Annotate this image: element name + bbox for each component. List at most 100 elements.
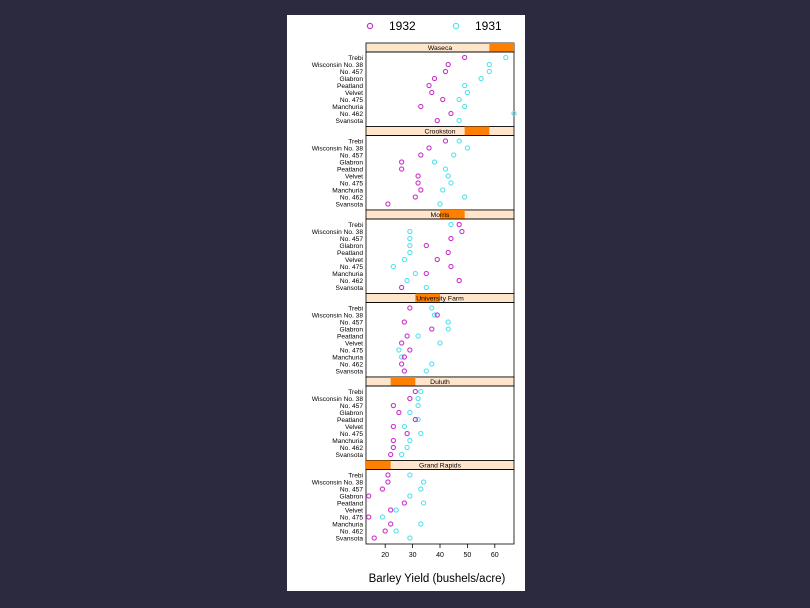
variety-label: No. 457	[340, 69, 363, 76]
variety-label: Wisconsin No. 38	[312, 396, 364, 403]
point-1931	[393, 507, 399, 513]
point-1932	[398, 361, 405, 367]
variety-label: Peatland	[337, 500, 363, 507]
variety-label: Velvet	[345, 424, 363, 431]
variety-label: Glabron	[340, 410, 364, 417]
point-1931	[407, 228, 413, 235]
variety-label: No. 457	[340, 486, 363, 493]
variety-label: Velvet	[345, 173, 363, 180]
point-1932	[401, 319, 408, 325]
point-1932	[388, 451, 394, 458]
point-1932	[456, 277, 462, 284]
point-1932	[415, 173, 421, 179]
variety-label: Wisconsin No. 38	[312, 62, 364, 69]
variety-label: Svansota	[336, 368, 364, 375]
point-1932	[412, 194, 418, 200]
point-1932	[440, 96, 446, 103]
strip-label-morris: Morris	[431, 212, 450, 219]
point-1932	[404, 430, 410, 437]
point-1931	[401, 423, 408, 430]
variety-label: No. 457	[340, 403, 363, 410]
variety-label: Peatland	[337, 333, 363, 340]
variety-label: No. 475	[340, 97, 363, 104]
point-1931	[407, 235, 413, 242]
point-1932	[445, 249, 451, 256]
panel-frame-crookston	[365, 135, 515, 211]
point-1932	[462, 54, 468, 61]
point-1932	[434, 256, 440, 263]
point-1931	[464, 145, 471, 151]
point-1932	[418, 103, 424, 110]
variety-label: Peatland	[337, 250, 363, 257]
point-1932	[448, 235, 454, 242]
point-1931	[486, 68, 492, 75]
variety-label: Manchuria	[332, 104, 363, 111]
point-1931	[415, 395, 421, 402]
variety-label: Glabron	[340, 76, 364, 83]
variety-label: No. 457	[340, 236, 363, 243]
variety-label: Wisconsin No. 38	[312, 145, 364, 152]
point-1931	[418, 521, 424, 527]
variety-label: Peatland	[337, 417, 363, 424]
point-1931	[445, 173, 451, 179]
point-1931	[486, 61, 492, 68]
point-1932	[385, 472, 391, 478]
point-1932	[418, 152, 424, 158]
variety-label: No. 462	[340, 194, 363, 201]
point-1931	[418, 486, 424, 492]
legend-marker-1932	[366, 22, 374, 30]
point-1932	[388, 507, 394, 513]
point-1932	[401, 368, 408, 374]
point-1931	[393, 528, 399, 534]
variety-label: Trebi	[348, 305, 363, 312]
point-1932	[401, 354, 408, 360]
legend-label-1931: 1931	[475, 19, 502, 33]
strip-label-university-farm: University Farm	[416, 296, 464, 303]
variety-label: No. 475	[340, 431, 363, 438]
point-1931	[379, 514, 386, 520]
point-1932	[448, 110, 454, 117]
point-1931	[401, 256, 408, 263]
point-1931	[462, 194, 468, 200]
point-1932	[434, 117, 440, 124]
variety-label: Manchuria	[332, 521, 363, 528]
x-tick-label: 60	[491, 552, 499, 559]
point-1931	[448, 180, 454, 186]
point-1932	[390, 444, 397, 451]
strip-label-grand-rapids: Grand Rapids	[419, 463, 462, 470]
point-1932	[448, 263, 454, 270]
strip-label-crookston: Crookston	[425, 129, 456, 136]
point-1931	[407, 409, 413, 416]
point-1931	[390, 263, 397, 270]
variety-label: No. 462	[340, 445, 363, 452]
point-1932	[390, 437, 397, 444]
variety-label: Trebi	[348, 138, 363, 145]
variety-label: Trebi	[348, 55, 363, 62]
variety-label: No. 475	[340, 514, 363, 521]
point-1931	[418, 388, 424, 395]
variety-label: No. 475	[340, 347, 363, 354]
point-1931	[407, 242, 413, 249]
point-1931	[431, 312, 438, 318]
x-tick-label: 30	[409, 552, 417, 559]
point-1932	[390, 423, 397, 430]
point-1931	[462, 103, 468, 110]
variety-label: Velvet	[345, 507, 363, 514]
point-1931	[429, 361, 435, 367]
point-1931	[431, 159, 438, 165]
variety-label: No. 457	[340, 152, 363, 159]
variety-label: Svansota	[336, 201, 364, 208]
point-1931	[420, 479, 427, 485]
variety-label: Trebi	[348, 389, 363, 396]
variety-label: Peatland	[337, 166, 363, 173]
point-1931	[415, 416, 421, 423]
variety-label: Glabron	[340, 243, 364, 250]
point-1931	[456, 96, 462, 103]
point-1932	[401, 500, 408, 506]
point-1932	[442, 138, 449, 144]
variety-label: Velvet	[345, 257, 363, 264]
point-1932	[423, 242, 429, 249]
